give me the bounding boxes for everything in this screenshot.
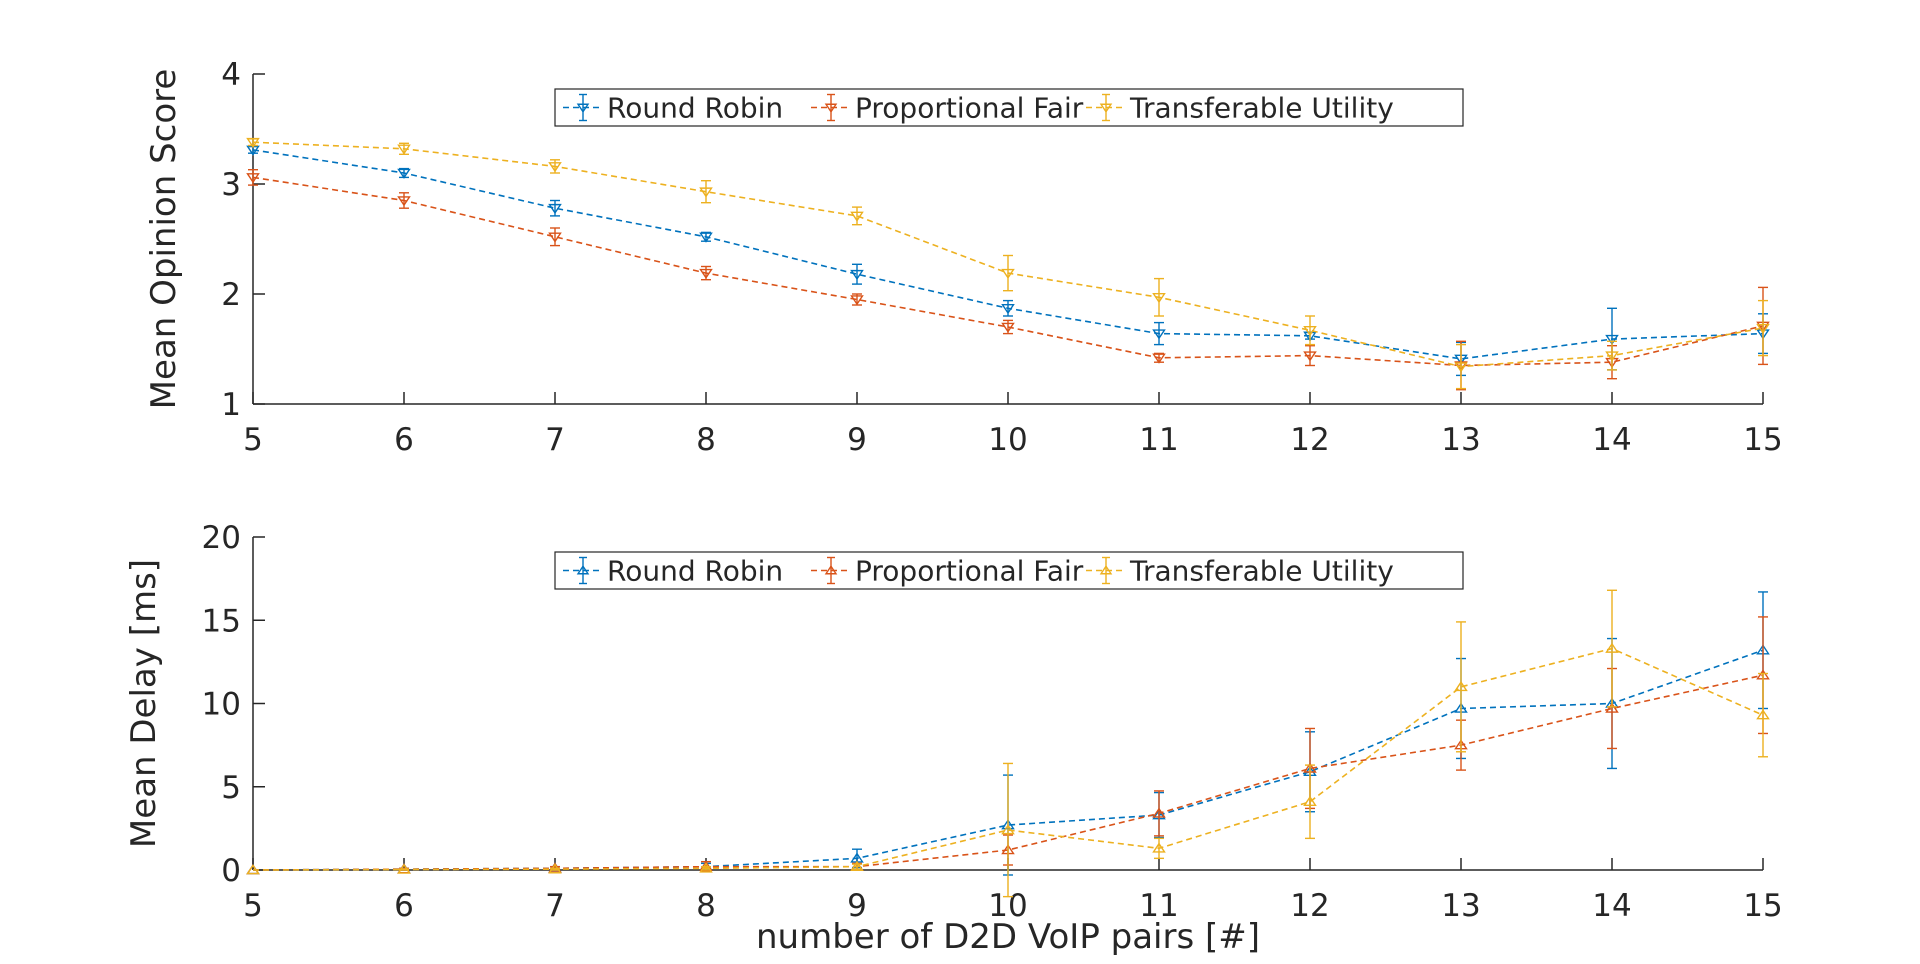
data-point	[1152, 329, 1166, 340]
data-point	[1303, 351, 1317, 362]
data-point	[397, 168, 411, 179]
x-tick-label: 11	[1139, 888, 1178, 924]
data-point	[1605, 351, 1619, 362]
data-point	[699, 187, 713, 198]
x-tick-label: 5	[243, 422, 263, 458]
data-point	[548, 162, 562, 173]
data-point	[246, 137, 260, 149]
series-transferable-utility	[246, 137, 1770, 390]
data-point	[850, 295, 864, 306]
x-tick-label: 9	[847, 422, 867, 458]
x-tick-label: 13	[1441, 422, 1480, 458]
data-point	[397, 863, 411, 874]
data-point	[1605, 702, 1619, 713]
data-point	[1756, 323, 1770, 335]
legend-entry-label: Proportional Fair	[855, 555, 1084, 588]
x-tick-label: 12	[1290, 422, 1329, 458]
data-point	[1001, 304, 1015, 315]
data-point	[1001, 322, 1015, 333]
data-point	[246, 864, 260, 875]
data-point	[1605, 642, 1619, 653]
legend-box	[554, 551, 1464, 590]
legend-swatch-marker	[824, 103, 838, 114]
data-point	[1605, 334, 1619, 346]
data-point	[1001, 824, 1015, 835]
legend-entry-label: Transferable Utility	[1129, 555, 1394, 588]
legend-entry-label: Transferable Utility	[1129, 92, 1394, 125]
data-point	[1001, 268, 1015, 280]
legend-entry-label: Round Robin	[607, 92, 783, 125]
y-axis-label: Mean Opinion Score	[144, 69, 184, 410]
data-point	[1454, 680, 1468, 692]
data-point	[699, 268, 713, 280]
data-point	[1303, 795, 1317, 807]
x-tick-label: 6	[394, 888, 414, 924]
legend-swatch-marker	[1099, 103, 1113, 114]
x-tick-label: 10	[988, 422, 1027, 458]
y-tick-label: 5	[221, 770, 241, 806]
data-point	[699, 232, 713, 243]
x-tick-label: 8	[696, 888, 716, 924]
x-tick-label: 12	[1290, 888, 1329, 924]
y-tick-label: 10	[202, 687, 241, 723]
y-tick-label: 3	[221, 167, 241, 203]
y-tick-label: 4	[221, 57, 241, 93]
legend: Round Robin Proportional Fair Transferable…	[554, 88, 1464, 127]
data-point	[1152, 807, 1166, 818]
x-tick-label: 13	[1441, 888, 1480, 924]
data-point	[1454, 362, 1468, 373]
x-tick-label: 14	[1592, 888, 1631, 924]
x-tick-label: 7	[545, 888, 565, 924]
series-line	[252, 647, 1764, 871]
data-point	[397, 196, 411, 207]
y-tick-label: 20	[202, 520, 241, 556]
x-tick-label: 6	[394, 422, 414, 458]
legend-swatch-marker	[1099, 564, 1113, 575]
data-point	[699, 862, 713, 873]
y-tick-label: 0	[221, 853, 241, 889]
data-point	[548, 203, 562, 215]
y-axis-label: Mean Delay [ms]	[124, 559, 164, 848]
x-tick-label: 9	[847, 888, 867, 924]
legend-entry-label: Proportional Fair	[855, 92, 1084, 125]
data-point	[246, 173, 260, 184]
data-point	[397, 144, 411, 155]
data-point	[548, 232, 562, 243]
x-tick-label: 8	[696, 422, 716, 458]
legend-box	[554, 88, 1464, 127]
x-axis-label: number of D2D VoIP pairs [#]	[756, 917, 1260, 957]
x-tick-label: 5	[243, 888, 263, 924]
x-tick-label: 15	[1743, 888, 1782, 924]
legend-swatch-marker	[824, 564, 838, 575]
data-point	[1756, 709, 1770, 720]
data-point	[850, 211, 864, 222]
data-point	[1152, 353, 1166, 364]
x-tick-label: 7	[545, 422, 565, 458]
x-tick-label: 14	[1592, 422, 1631, 458]
data-point	[1152, 842, 1166, 853]
series-round-robin	[246, 145, 1770, 377]
legend-swatch-marker	[576, 103, 590, 114]
legend-swatch-marker	[576, 564, 590, 575]
legend-entry-label: Round Robin	[607, 555, 783, 588]
y-tick-label: 1	[221, 387, 241, 423]
y-tick-label: 15	[202, 603, 241, 639]
y-tick-label: 2	[221, 277, 241, 313]
data-point	[850, 860, 864, 871]
data-point	[548, 863, 562, 874]
data-point	[1303, 326, 1317, 337]
x-tick-label: 15	[1743, 422, 1782, 458]
data-point	[850, 269, 864, 281]
x-tick-label: 11	[1139, 422, 1178, 458]
series-transferable-utility	[246, 589, 1770, 898]
data-point	[1152, 293, 1166, 304]
legend: Round Robin Proportional Fair Transferable…	[554, 551, 1464, 590]
